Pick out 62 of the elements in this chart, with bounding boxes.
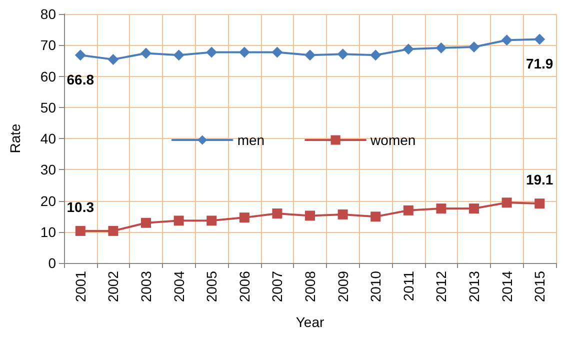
x-tick-label: 2002 (105, 270, 122, 302)
point (338, 209, 348, 220)
point (108, 54, 119, 65)
y-tick-label: 70 (40, 37, 56, 54)
y-tick-label: 10 (40, 224, 56, 240)
x-tick-label: 2003 (138, 270, 154, 302)
point (304, 50, 316, 61)
point (272, 46, 283, 58)
x-tick-label: 2006 (236, 270, 252, 302)
x-tick-label: 2012 (433, 270, 450, 302)
point (173, 50, 184, 61)
point (75, 226, 86, 236)
point (403, 205, 414, 216)
data-label: 71.9 (526, 56, 554, 72)
x-tick-label: 2011 (400, 270, 416, 302)
x-tick-label: 2007 (269, 270, 286, 302)
y-tick-label: 50 (40, 99, 56, 116)
point (305, 210, 315, 221)
x-tick-label: 2014 (498, 270, 515, 302)
x-tick-label: 2009 (334, 270, 351, 302)
point (436, 204, 446, 214)
x-tick-label: 2004 (170, 270, 187, 302)
y-tick-label: 80 (40, 6, 56, 22)
data-label: 66.8 (66, 72, 94, 88)
point (534, 34, 546, 45)
point (502, 198, 512, 208)
point (272, 208, 282, 219)
x-axis-title: Year (296, 314, 324, 330)
x-tick-label: 2010 (368, 270, 384, 302)
point (206, 216, 217, 226)
data-label: 19.1 (526, 172, 554, 188)
y-tick-label: 60 (40, 68, 56, 84)
point (74, 50, 86, 61)
point (436, 42, 447, 54)
point (370, 50, 382, 61)
point (468, 41, 480, 52)
x-tick-label: 2013 (466, 270, 482, 302)
point (402, 44, 414, 55)
x-tick-label: 2008 (302, 270, 318, 302)
legend-label: women (370, 132, 416, 148)
x-tick-label: 2015 (532, 270, 548, 302)
point (141, 218, 151, 228)
point (337, 48, 348, 60)
point (469, 204, 479, 214)
y-tick-label: 20 (40, 192, 56, 209)
y-tick-label: 40 (40, 130, 56, 146)
point (238, 46, 250, 58)
y-axis-title: Rate (7, 124, 23, 154)
point (206, 46, 218, 58)
x-tick-label: 2001 (72, 270, 88, 302)
y-tick-label: 30 (40, 162, 56, 178)
legend-label: men (237, 132, 265, 148)
x-tick-label: 2005 (204, 270, 220, 302)
point (370, 212, 381, 222)
point (501, 34, 512, 46)
point (534, 198, 545, 209)
point (108, 226, 118, 236)
point (239, 212, 250, 223)
point (174, 216, 184, 226)
data-label: 10.3 (66, 198, 94, 215)
point (140, 48, 152, 59)
y-tick-label: 0 (48, 255, 56, 271)
